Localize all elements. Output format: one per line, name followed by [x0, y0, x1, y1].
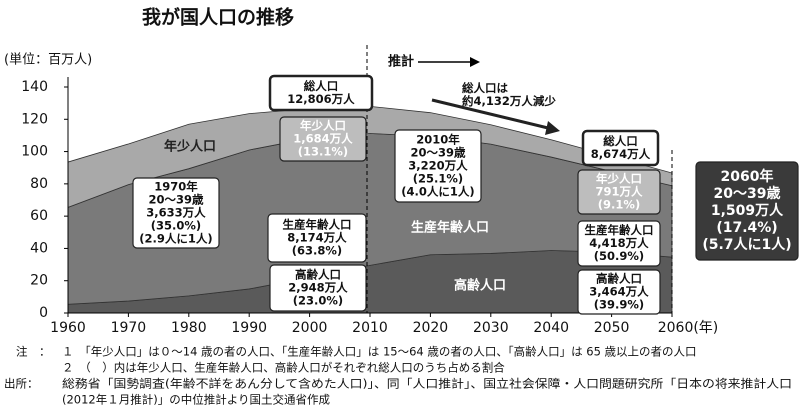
- callout-box: [132, 177, 220, 249]
- callout-box: [269, 264, 367, 312]
- callout-text: (35.0%): [151, 219, 201, 233]
- decline-arrowhead: [545, 121, 560, 135]
- callout-box: [268, 74, 374, 112]
- callout-text: 生産年齢人口: [585, 223, 654, 237]
- x-tick-label: 2010: [352, 320, 388, 336]
- source: 総務省「国勢調査(年齢不詳をあん分して含めた人口)」、同「人口推計」、国立社会保…: [62, 377, 792, 391]
- callout-text: 20～39歳: [410, 146, 466, 160]
- callout-text: (5.7人に1人): [702, 236, 791, 253]
- callout-box: [577, 269, 661, 315]
- callout-text: 3,220万人: [408, 159, 468, 173]
- callout-box: [279, 116, 367, 162]
- callout-text: 総人口: [603, 134, 638, 148]
- callout-text: 年少人口: [596, 172, 642, 186]
- callout-text: (39.9%): [594, 298, 644, 312]
- y-tick-label: 140: [21, 79, 48, 95]
- source: (2012年１月推計)」の中位推計より国土交通省作成: [62, 393, 331, 407]
- x-tick-label: 2020: [413, 320, 449, 336]
- y-tick-label: 60: [30, 208, 48, 224]
- x-tick-label: 1980: [171, 320, 207, 336]
- x-tick-label: 2050: [594, 320, 630, 336]
- callout-text: (2.9人に1人): [139, 232, 212, 246]
- callout-text: (63.8%): [292, 244, 342, 258]
- callout-box: [581, 129, 660, 167]
- callout-text: 1,509万人: [711, 202, 784, 219]
- callout-text: 2010年: [416, 133, 460, 147]
- callout-text: 約4,132万人減少: [462, 94, 556, 108]
- callout-text: (9.1%): [598, 198, 640, 212]
- callout-text: 生産年齢人口: [283, 218, 352, 232]
- callout-text: 高齢人口: [596, 272, 642, 286]
- callout-text: 2060年: [721, 168, 774, 185]
- callout-text: (17.4%): [716, 220, 777, 236]
- callout-text: 12,806万人: [287, 92, 355, 106]
- note-label: 注 ：: [16, 345, 51, 359]
- x-tick-label: 2030: [473, 320, 509, 336]
- callout-text: 総人口は: [462, 81, 508, 95]
- source-label: 出所：: [4, 377, 39, 391]
- x-tick-label: 2040: [533, 320, 569, 336]
- x-tick-label: 1970: [111, 320, 147, 336]
- x-tick-label: 2000: [292, 320, 328, 336]
- callout-text: (50.9%): [594, 249, 644, 263]
- callout-box: [267, 213, 367, 263]
- callout-text: 総人口: [304, 79, 339, 93]
- callout-box: [695, 161, 799, 261]
- callout-text: (25.1%): [413, 172, 463, 186]
- callout-text: 高齢人口: [295, 268, 341, 282]
- x-tick-label: 2060(年): [658, 320, 719, 336]
- callout-box: [394, 129, 482, 203]
- footnotes: 注 ： １ 「年少人口」は０～14 歳の者の人口、「生産年齢人口」は 15～64 …: [4, 345, 792, 407]
- x-tick-label: 1990: [231, 320, 267, 336]
- callout-text: 791万人: [595, 185, 643, 199]
- note: １ 「年少人口」は０～14 歳の者の人口、「生産年齢人口」は 15～64 歳の者…: [62, 345, 697, 359]
- chart-title: 我が国人口の推移: [142, 6, 294, 29]
- y-axis-label: (単位：百万人): [4, 52, 92, 68]
- decline-arrow: [431, 98, 549, 130]
- callout-text: 1,684万人: [293, 132, 353, 146]
- callout-text: 8,174万人: [287, 231, 347, 245]
- callout-text: 2,948万人: [288, 281, 348, 295]
- area-label: 高齢人口: [454, 278, 506, 294]
- callout-text: (13.1%): [298, 145, 348, 159]
- callout-text: 8,674万人: [591, 147, 651, 161]
- note: ２ （ ）内は年少人口、生産年齢人口、高齢人口がそれぞれ総人口のうち占める割合: [62, 361, 505, 375]
- callout-text: (23.0%): [293, 294, 343, 308]
- y-tick-label: 20: [30, 273, 48, 289]
- area-label: 生産年齢人口: [411, 220, 489, 236]
- y-tick-label: 100: [21, 144, 48, 160]
- callout-text: 年少人口: [300, 119, 346, 133]
- callout-text: 3,464万人: [589, 285, 649, 299]
- callout-text: (4.0人に1人): [401, 185, 474, 199]
- callout-box: [577, 220, 661, 267]
- x-tick-label: 1960: [50, 320, 86, 336]
- y-tick-label: 0: [39, 305, 48, 321]
- callout-text: 3,633万人: [146, 206, 206, 220]
- y-tick-label: 80: [30, 176, 48, 192]
- area-label: 年少人口: [164, 139, 216, 155]
- callout-text: 20～39歳: [148, 193, 204, 207]
- projection-arrowhead: [470, 57, 480, 67]
- callout-text: 1970年: [154, 180, 198, 194]
- y-tick-label: 40: [30, 240, 48, 256]
- projection-label: 推計: [388, 54, 414, 70]
- callout-box: [577, 169, 661, 215]
- y-tick-label: 120: [21, 111, 48, 127]
- callout-text: 20～39歳: [714, 185, 781, 202]
- callout-text: 4,418万人: [589, 236, 649, 250]
